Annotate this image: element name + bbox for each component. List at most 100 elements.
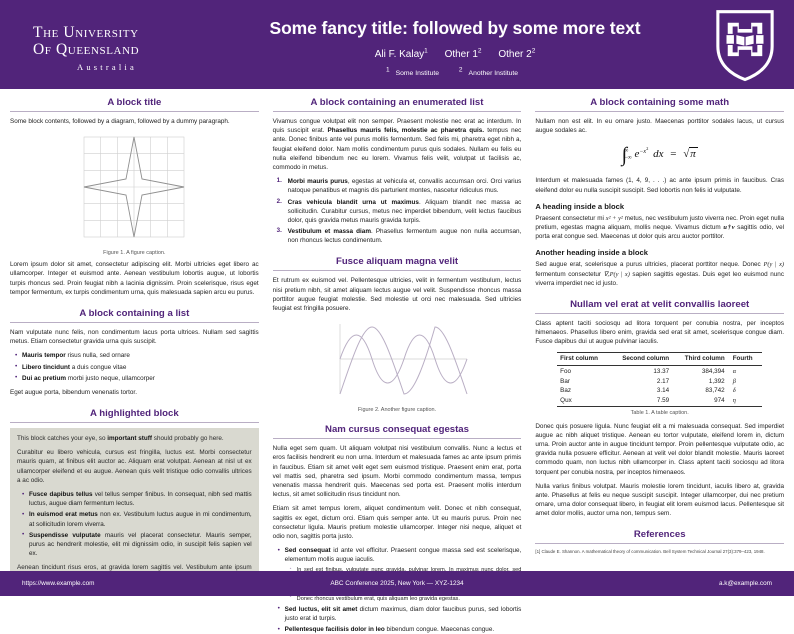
poster-body: A block title Some block contents, follo… — [0, 89, 794, 571]
column-header: Fourth — [730, 353, 762, 366]
block-divider — [10, 111, 259, 112]
table-cell: η — [730, 396, 762, 406]
block-a-block-containing-a-list: A block containing a list Nam vulputate … — [10, 308, 259, 397]
block-enumerated-list: A block containing an enumerated list Vi… — [273, 97, 522, 245]
author-name: Other 1 — [445, 49, 478, 60]
column-header: Third column — [674, 353, 730, 366]
block-heading: Nam cursus consequat egestas — [273, 424, 522, 435]
para-emphasis: Phasellus mauris felis, molestie ac phar… — [328, 127, 485, 134]
table-cell: 2.17 — [610, 376, 674, 386]
author-affiliation-mark: 2 — [478, 48, 482, 55]
block-body-text: Etiam sit amet tempus lorem, aliquet con… — [273, 504, 522, 541]
table-header: First column Second column Third column … — [557, 353, 762, 366]
block-nullam-vel-erat: Nullam vel erat at velit convallis laore… — [535, 299, 784, 519]
block-heading: Fusce aliquam magna velit — [273, 256, 522, 267]
list-item-lead: In euismod erat metus — [29, 511, 98, 518]
table-cell: 7.59 — [610, 396, 674, 406]
list-item: Mauris tempor risus nulla, sed ornare — [15, 351, 259, 360]
list-item: Suspendisse vulputate mauris vel placera… — [22, 531, 252, 559]
list-item-lead: Sed consequat — [285, 547, 331, 554]
figure-1: Figure 1. A figure caption. — [10, 132, 259, 256]
block-heading: A highlighted block — [10, 408, 259, 419]
reference-list: [1] Claude E. Shannon. A mathematical th… — [535, 549, 784, 556]
block-body-text: Vivamus congue volutpat elit non semper.… — [273, 117, 522, 172]
gaussian-integral-equation: ∫ ∞−∞ e−x2 dx = √π — [535, 144, 784, 167]
lead-emphasis: important stuff — [107, 435, 152, 442]
lead-suffix: should probably go here. — [152, 435, 224, 442]
block-a-block-title: A block title Some block contents, follo… — [10, 97, 259, 297]
block-heading: A block containing an enumerated list — [273, 97, 522, 108]
block-body-text: Donec quis posuere ligula. Nunc feugiat … — [535, 422, 784, 477]
list-item: Sed luctus, elit sit amet dictum maximus… — [278, 605, 522, 623]
inline-math: P(y | x) — [763, 261, 784, 268]
block-fusce-aliquam-magna-velit: Fusce aliquam magna velit Et rutrum ex e… — [273, 256, 522, 413]
author-name: Other 2 — [498, 49, 531, 60]
title-block: Some fancy title: followed by some more … — [230, 18, 680, 77]
poster-header: The University Of Queensland Australia S… — [0, 0, 794, 89]
list-item: Libero tincidunt a duis congue vitae — [15, 363, 259, 372]
block-a-highlighted-block: A highlighted block This block catches y… — [10, 408, 259, 588]
author-list: Ali F. Kalay1 Other 12 Other 22 — [230, 48, 680, 60]
sub-heading-body: Sed augue erat, scelerisque a purus ultr… — [535, 260, 784, 288]
block-intro-text: Some block contents, followed by a diagr… — [10, 117, 259, 126]
list-item-rest: morbi justo neque, ullamcorper — [66, 375, 155, 382]
table-cell: Bar — [557, 376, 610, 386]
block-body-text: Lorem ipsum dolor sit amet, consectetur … — [10, 260, 259, 297]
footer-website-link[interactable]: https://www.example.com — [22, 580, 272, 587]
list-item: Cras vehicula blandit urna ut maximus. A… — [277, 198, 522, 226]
institute-name: Another Institute — [469, 70, 519, 77]
author-entry: Ali F. Kalay1 — [375, 49, 428, 60]
table-cell: 3.14 — [610, 386, 674, 396]
inline-math: ∇ₓP(y | x) — [604, 271, 630, 278]
table-cell: 974 — [674, 396, 730, 406]
bullet-list: Mauris tempor risus nulla, sed ornare Li… — [10, 351, 259, 383]
footer-email-link[interactable]: a.k@example.com — [522, 580, 772, 587]
list-item-lead: Pellentesque facilisis dolor in leo — [285, 626, 385, 633]
block-divider — [535, 313, 784, 314]
block-heading: A block containing some math — [535, 97, 784, 108]
column-header: First column — [557, 353, 610, 366]
table-cell: Foo — [557, 366, 610, 376]
highlight-body-text: Curabitur eu libero vehicula, cursus est… — [17, 448, 252, 485]
list-item-lead: Mauris tempor — [22, 352, 66, 359]
table-cell: Qux — [557, 396, 610, 406]
data-table: First column Second column Third column … — [557, 352, 762, 406]
reference-item: [1] Claude E. Shannon. A mathematical th… — [535, 549, 784, 556]
text-b: fermentum consectetur — [535, 271, 603, 278]
block-nam-cursus-consequat-egestas: Nam cursus consequat egestas Nulla eget … — [273, 424, 522, 634]
uq-shield-icon — [714, 8, 776, 82]
block-body-text: Nulla varius finibus volutpat. Mauris mo… — [535, 482, 784, 519]
table-cell: δ — [730, 386, 762, 396]
table-row: Qux 7.59 974 η — [557, 396, 762, 406]
poster-footer: https://www.example.com ABC Conference 2… — [0, 571, 794, 596]
block-divider — [535, 111, 784, 112]
institute-mark: 2 — [459, 66, 463, 73]
page-title: Some fancy title: followed by some more … — [230, 18, 680, 39]
block-divider — [273, 270, 522, 271]
table-row: Bar 2.17 1,392 β — [557, 376, 762, 386]
block-some-math: A block containing some math Nullam non … — [535, 97, 784, 288]
block-divider — [10, 322, 259, 323]
list-item-rest: risus nulla, sed ornare — [66, 352, 130, 359]
sub-heading-body: Praesent consectetur mi x² + y² metus, n… — [535, 214, 784, 242]
enumerated-list: Morbi mauris purus, egestas at vehicula … — [273, 177, 522, 245]
inline-math: u†v — [723, 224, 734, 231]
list-item: In euismod erat metus non ex. Vestibulum… — [22, 510, 252, 528]
author-affiliation-mark: 2 — [532, 48, 536, 55]
highlight-panel: This block catches your eye, so importan… — [10, 428, 259, 588]
table-caption: Table 1. A table caption. — [535, 410, 784, 416]
block-divider — [273, 111, 522, 112]
block-divider — [10, 422, 259, 423]
block-outro-text: Eget augue porta, bibendum venenatis tor… — [10, 388, 259, 397]
table-header-row: First column Second column Third column … — [557, 353, 762, 366]
list-item-rest: bibendum congue. Maecenas congue. — [385, 626, 494, 633]
block-intro-text: Nam vulputate nunc felis, non condimentu… — [10, 328, 259, 346]
institute-mark: 1 — [386, 66, 390, 73]
table-body: Foo 13.37 384,394 α Bar 2.17 1,392 β Baz… — [557, 366, 762, 406]
list-item-lead: Morbi mauris purus — [288, 178, 348, 185]
block-intro-text: Class aptent taciti sociosqu ad litora t… — [535, 319, 784, 347]
figure-caption: Figure 2. Another figure caption. — [273, 407, 522, 413]
sine-wave-diagram — [322, 319, 472, 399]
